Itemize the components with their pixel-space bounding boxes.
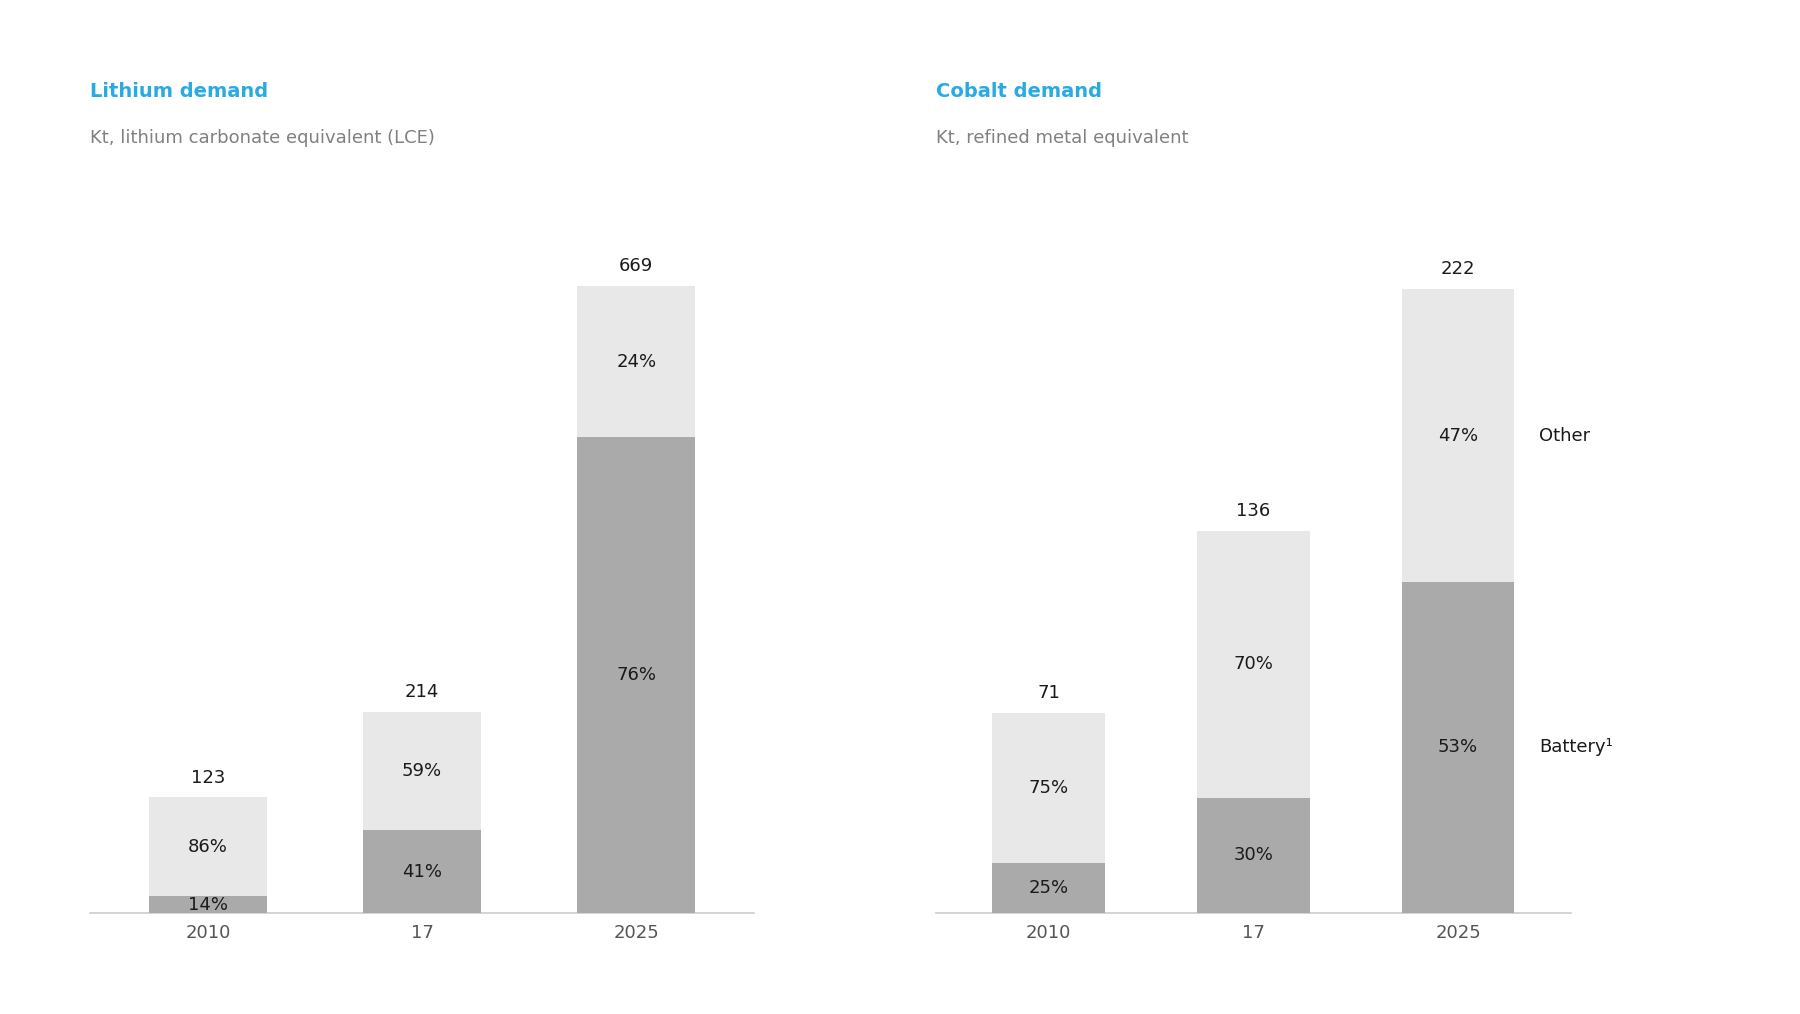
Text: 214: 214 xyxy=(405,683,439,702)
Text: 86%: 86% xyxy=(187,838,229,856)
Text: 25%: 25% xyxy=(1028,879,1069,896)
Text: 14%: 14% xyxy=(187,895,229,914)
Text: 71: 71 xyxy=(1037,684,1060,703)
Text: Cobalt demand: Cobalt demand xyxy=(936,82,1102,101)
Bar xyxy=(1402,582,1514,913)
Text: 70%: 70% xyxy=(1233,655,1273,673)
Text: 24%: 24% xyxy=(616,353,657,370)
Bar xyxy=(1402,289,1514,582)
Text: 53%: 53% xyxy=(1438,738,1478,756)
Text: Battery¹: Battery¹ xyxy=(1539,738,1613,756)
Text: 41%: 41% xyxy=(401,863,443,880)
Text: Lithium demand: Lithium demand xyxy=(90,82,268,101)
Text: 75%: 75% xyxy=(1028,779,1069,797)
Text: 47%: 47% xyxy=(1438,427,1478,445)
Text: 59%: 59% xyxy=(401,763,443,781)
Text: 76%: 76% xyxy=(616,665,657,683)
Bar xyxy=(578,437,695,913)
Text: 123: 123 xyxy=(191,769,225,787)
Bar xyxy=(149,797,266,896)
Bar xyxy=(364,830,481,913)
Text: Other: Other xyxy=(1539,427,1589,445)
Text: 222: 222 xyxy=(1440,261,1476,278)
Bar xyxy=(992,863,1105,913)
Text: 669: 669 xyxy=(619,258,653,276)
Bar xyxy=(578,286,695,437)
Text: Kt, lithium carbonate equivalent (LCE): Kt, lithium carbonate equivalent (LCE) xyxy=(90,129,436,147)
Bar xyxy=(149,896,266,913)
Text: Kt, refined metal equivalent: Kt, refined metal equivalent xyxy=(936,129,1188,147)
Text: 30%: 30% xyxy=(1233,847,1273,864)
Bar xyxy=(992,713,1105,863)
Bar xyxy=(364,712,481,830)
Bar xyxy=(1197,530,1310,798)
Text: 136: 136 xyxy=(1237,502,1271,520)
Bar xyxy=(1197,798,1310,913)
